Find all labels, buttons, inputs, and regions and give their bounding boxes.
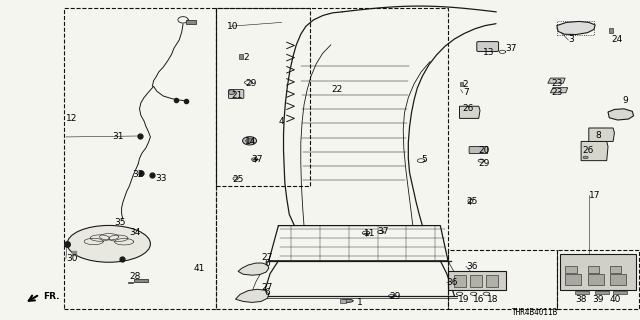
Bar	[588, 266, 599, 273]
Text: 5: 5	[421, 156, 427, 164]
Text: 41: 41	[193, 264, 205, 273]
Bar	[565, 274, 581, 285]
Text: 28: 28	[129, 272, 141, 281]
Text: 37: 37	[378, 227, 389, 236]
Text: 29: 29	[479, 159, 490, 168]
FancyBboxPatch shape	[469, 147, 488, 154]
Bar	[186, 20, 196, 24]
Bar	[595, 291, 609, 294]
Text: 4: 4	[278, 117, 284, 126]
Bar	[216, 8, 310, 186]
Bar	[575, 291, 589, 294]
Text: 40: 40	[610, 295, 621, 304]
Text: 23: 23	[552, 88, 563, 97]
Ellipse shape	[67, 225, 150, 262]
Bar	[216, 8, 448, 309]
Text: 6: 6	[264, 260, 270, 268]
Polygon shape	[548, 78, 565, 83]
Text: 32: 32	[132, 170, 143, 179]
Polygon shape	[581, 141, 608, 161]
Text: 16: 16	[473, 295, 484, 304]
Bar	[560, 254, 636, 290]
Text: 11: 11	[364, 229, 375, 238]
Text: 20: 20	[479, 146, 490, 155]
Text: 26: 26	[462, 104, 474, 113]
FancyBboxPatch shape	[477, 42, 499, 52]
Text: 36: 36	[447, 278, 458, 287]
Ellipse shape	[342, 299, 353, 302]
Ellipse shape	[243, 137, 257, 145]
Polygon shape	[550, 88, 568, 93]
Ellipse shape	[583, 156, 588, 159]
Ellipse shape	[246, 139, 253, 143]
Bar	[610, 266, 621, 273]
Text: 2: 2	[463, 80, 468, 89]
Text: 13: 13	[483, 48, 495, 57]
Text: 34: 34	[129, 228, 141, 237]
Text: 17: 17	[589, 191, 600, 200]
Polygon shape	[608, 109, 634, 120]
Text: FR.: FR.	[44, 292, 60, 301]
Text: 29: 29	[245, 79, 257, 88]
Text: 31: 31	[112, 132, 124, 141]
Text: 12: 12	[66, 114, 77, 123]
Text: 21: 21	[231, 92, 243, 100]
Ellipse shape	[228, 90, 235, 95]
Text: 7: 7	[463, 88, 468, 97]
Polygon shape	[460, 106, 480, 118]
Text: 27: 27	[261, 253, 273, 262]
Bar	[557, 250, 639, 309]
Bar	[486, 275, 498, 287]
Bar	[613, 291, 627, 294]
Text: 29: 29	[389, 292, 401, 301]
Bar	[128, 282, 133, 283]
Text: 35: 35	[114, 218, 125, 227]
Text: 27: 27	[261, 284, 273, 292]
Text: 30: 30	[66, 254, 77, 263]
Polygon shape	[557, 21, 595, 35]
Text: 14: 14	[244, 137, 256, 146]
Text: 24: 24	[611, 36, 623, 44]
Bar	[454, 275, 466, 287]
Text: 1: 1	[357, 298, 363, 307]
FancyBboxPatch shape	[228, 90, 244, 99]
Text: 18: 18	[487, 295, 499, 304]
Text: 25: 25	[466, 197, 477, 206]
Text: 2: 2	[243, 53, 249, 62]
Text: 38: 38	[575, 295, 587, 304]
Text: 39: 39	[593, 295, 604, 304]
Text: 8: 8	[595, 132, 601, 140]
Bar	[448, 250, 557, 309]
Text: 26: 26	[582, 146, 594, 155]
Bar	[588, 274, 604, 285]
Text: 37: 37	[506, 44, 517, 53]
Text: 37: 37	[252, 156, 263, 164]
Bar	[239, 54, 243, 59]
Text: 36: 36	[466, 262, 477, 271]
Bar	[448, 271, 506, 290]
Bar	[610, 274, 626, 285]
Text: 19: 19	[458, 295, 470, 304]
Bar	[470, 275, 482, 287]
Bar	[134, 279, 148, 282]
Text: 10: 10	[227, 22, 239, 31]
Text: 33: 33	[156, 174, 167, 183]
Polygon shape	[236, 289, 269, 302]
Bar	[565, 266, 577, 273]
Polygon shape	[589, 128, 614, 141]
Text: THR4B4011B: THR4B4011B	[512, 308, 558, 317]
Bar	[64, 8, 216, 309]
Bar	[340, 299, 346, 303]
Text: 23: 23	[552, 79, 563, 88]
Text: 3: 3	[568, 36, 574, 44]
Text: 22: 22	[332, 85, 343, 94]
Text: 9: 9	[622, 96, 628, 105]
Polygon shape	[238, 263, 269, 275]
Bar	[609, 28, 613, 33]
Bar	[460, 82, 463, 86]
Text: 25: 25	[232, 175, 244, 184]
Text: 6: 6	[264, 288, 270, 297]
